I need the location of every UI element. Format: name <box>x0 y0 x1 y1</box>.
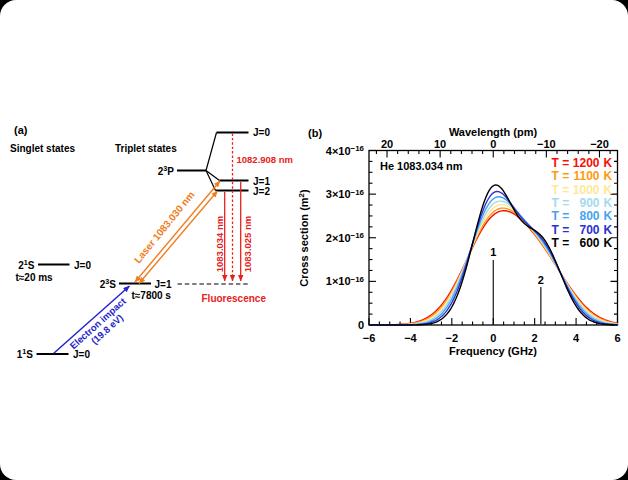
legend-text: T = <box>552 223 570 237</box>
laser-arrow-j1 <box>135 181 220 282</box>
legend-text: 700 <box>579 223 599 237</box>
top-tick-label: −10 <box>537 138 556 150</box>
label-034: 1083.034 nm <box>214 216 225 273</box>
y-tick-label: 1×10−16 <box>326 275 365 287</box>
line-marker-label: 2 <box>538 274 544 286</box>
legend-entry: T =1100 K <box>552 169 613 183</box>
plot-annotation: He 1083.034 nm <box>380 160 463 172</box>
legend-entry: T = 900 K <box>552 196 613 210</box>
line-marker-label: 1 <box>490 246 496 258</box>
legend-text: K <box>604 196 613 210</box>
x-tick-label: 4 <box>573 332 580 344</box>
bottom-axis-title: Frequency (GHz) <box>449 345 537 357</box>
legend-text: K <box>604 169 613 183</box>
left-axis-title: Cross section (m2) <box>297 189 309 287</box>
legend-text: 600 <box>579 236 599 250</box>
legend-entry: T =1200 K <box>552 156 613 170</box>
lifetime-2-triplet-s: t≈7800 s <box>132 290 172 301</box>
panel-a-label: (a) <box>14 124 28 136</box>
figure-canvas: (a) Singlet states Triplet states 11S J=… <box>0 0 628 480</box>
legend-text: T = <box>552 236 570 250</box>
term-2-triplet-s: 23S <box>100 277 117 289</box>
legend-text: 1100 <box>573 169 599 183</box>
top-tick-label: 20 <box>381 138 393 150</box>
j-2p-j0: J=0 <box>253 127 270 138</box>
panel-a: (a) Singlet states Triplet states 11S J=… <box>10 124 293 360</box>
lifetime-2-singlet-s: t≈20 ms <box>16 272 54 283</box>
j-2-singlet-s: J=0 <box>74 260 91 271</box>
legend-text: T = <box>552 209 570 223</box>
legend-text: 1200 <box>573 156 600 170</box>
x-tick-label: −4 <box>404 332 417 344</box>
label-025: 1083.025 nm <box>242 216 253 273</box>
legend-text: K <box>604 156 613 170</box>
panel-b: (b) −6−4−2024620100−10−2001×10−162×10−16… <box>297 126 620 357</box>
legend-text: T = <box>552 196 570 210</box>
legend-text: K <box>604 209 613 223</box>
y-tick-label: 0 <box>358 319 364 331</box>
singlet-states-header: Singlet states <box>10 143 75 154</box>
x-tick-label: −6 <box>363 332 376 344</box>
top-axis-title: Wavelength (pm) <box>449 126 538 138</box>
x-tick-label: 2 <box>532 332 538 344</box>
j-2p-j2: J=2 <box>253 186 270 197</box>
fluorescence-label: Fluorescence <box>202 293 267 304</box>
legend-entry: T =1000 K <box>552 183 613 197</box>
legend-text: T = <box>552 169 570 183</box>
legend-text: K <box>604 223 613 237</box>
legend-text: T = <box>552 183 570 197</box>
top-tick-label: −20 <box>590 138 609 150</box>
figure-svg: (a) Singlet states Triplet states 11S J=… <box>0 0 628 480</box>
legend-text: 1000 <box>573 183 600 197</box>
y-tick-label: 3×10−16 <box>326 188 365 200</box>
term-2-singlet-s: 21S <box>18 258 35 270</box>
top-tick-label: 0 <box>490 138 496 150</box>
legend-text: K <box>604 183 613 197</box>
triplet-states-header: Triplet states <box>115 143 177 154</box>
temperature-legend: T =1200KT =1100KT =1000KT =900KT =800KT … <box>552 156 613 250</box>
legend-entry: T = 600 K <box>552 236 613 250</box>
legend-entry: T = 800 K <box>552 209 613 223</box>
label-908: 1082.908 nm <box>237 154 294 165</box>
x-tick-label: 6 <box>614 332 620 344</box>
x-tick-label: −2 <box>446 332 459 344</box>
legend-text: T = <box>552 156 570 170</box>
x-tick-label: 0 <box>490 332 496 344</box>
panel-b-label: (b) <box>308 127 322 139</box>
j-2-triplet-s: J=1 <box>155 279 172 290</box>
term-1s: 11S <box>17 347 34 359</box>
y-tick-label: 4×10−16 <box>326 144 365 156</box>
line-position-markers: 12 <box>490 246 544 324</box>
connector-2p-j0 <box>206 133 217 171</box>
term-2-triplet-p: 23P <box>158 164 175 176</box>
top-tick-label: 10 <box>434 138 446 150</box>
y-tick-label: 2×10−16 <box>326 231 365 243</box>
legend-text: K <box>604 236 613 250</box>
legend-text: 900 <box>579 196 599 210</box>
legend-entry: T = 700 K <box>552 223 613 237</box>
legend-text: 800 <box>579 209 599 223</box>
